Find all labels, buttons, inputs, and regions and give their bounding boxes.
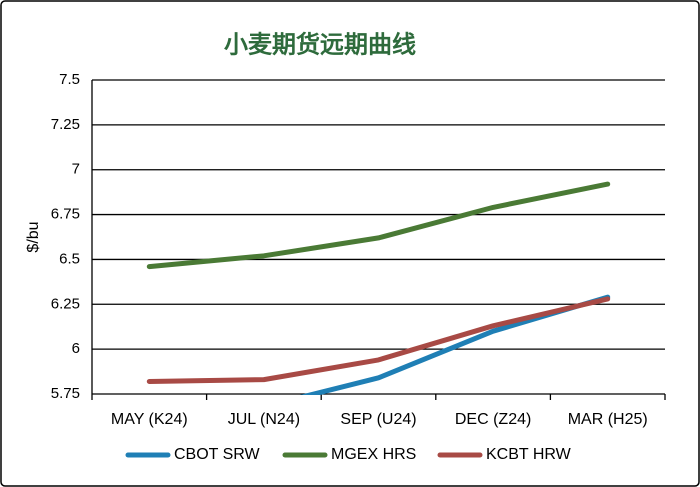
y-tick-label: 7.25 bbox=[51, 116, 80, 133]
y-axis-label: $/bu bbox=[25, 221, 42, 252]
x-tick-label: SEP (U24) bbox=[340, 411, 416, 428]
y-tick-label: 6 bbox=[72, 340, 80, 357]
x-tick-label: MAR (H25) bbox=[568, 411, 648, 428]
y-tick-label: 5.75 bbox=[51, 385, 80, 402]
legend-label: KCBT HRW bbox=[486, 446, 572, 463]
y-tick-label: 7.5 bbox=[59, 71, 80, 88]
x-tick-label: JUL (N24) bbox=[228, 411, 300, 428]
x-tick-label: MAY (K24) bbox=[111, 411, 188, 428]
plot-area bbox=[146, 181, 611, 395]
legend-label: MGEX HRS bbox=[331, 446, 416, 463]
data-line bbox=[146, 181, 611, 270]
data-line bbox=[146, 296, 611, 384]
x-tick-label: DEC (Z24) bbox=[455, 411, 531, 428]
y-tick-label: 7 bbox=[72, 161, 80, 178]
y-tick-label: 6.75 bbox=[51, 206, 80, 223]
y-tick-label: 6.5 bbox=[59, 250, 80, 267]
y-tick-label: 6.25 bbox=[51, 295, 80, 312]
legend-label: CBOT SRW bbox=[174, 446, 261, 463]
chart-title: 小麦期货远期曲线 bbox=[224, 30, 416, 58]
data-line bbox=[299, 294, 611, 395]
